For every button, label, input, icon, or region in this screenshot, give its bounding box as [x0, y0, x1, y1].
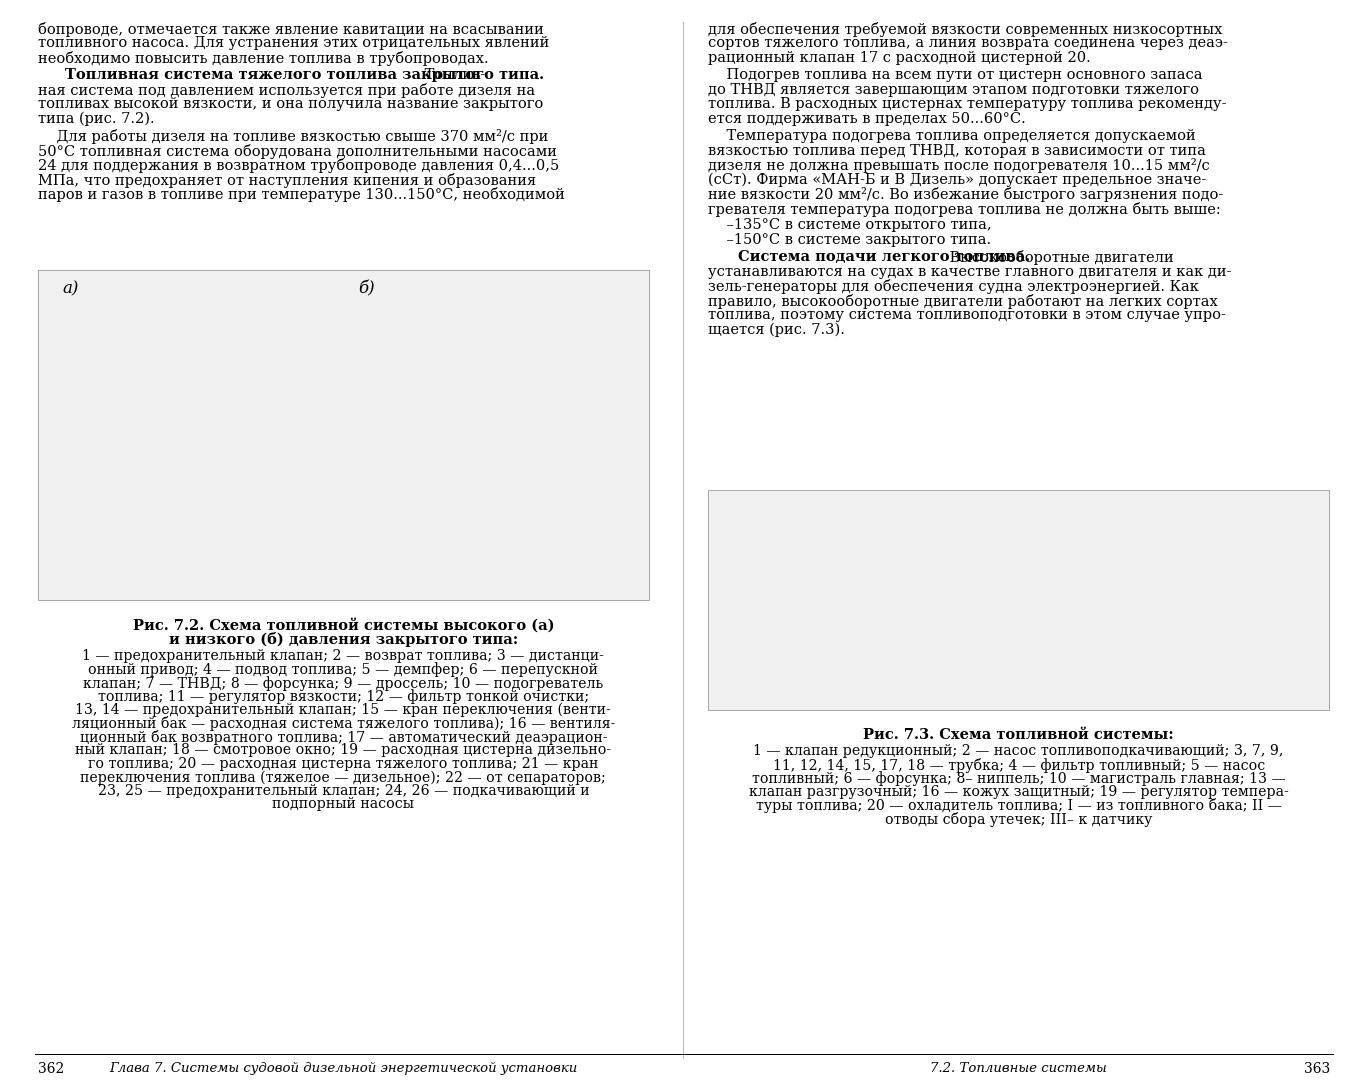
Text: а): а) — [63, 280, 78, 297]
Text: го топлива; 20 — расходная цистерна тяжелого топлива; 21 — кран: го топлива; 20 — расходная цистерна тяже… — [88, 757, 599, 771]
Text: 363: 363 — [1304, 1062, 1330, 1076]
Bar — [38, 270, 648, 599]
Text: топливный; 6 — форсунка; 8– ниппель; 10 — магистраль главная; 13 —: топливный; 6 — форсунка; 8– ниппель; 10 … — [751, 771, 1286, 786]
Text: правило, высокооборотные двигатели работают на легких сортах: правило, высокооборотные двигатели работ… — [709, 294, 1217, 309]
Text: –135°С в системе открытого типа,: –135°С в системе открытого типа, — [709, 218, 991, 232]
Text: ционный бак возвратного топлива; 17 — автоматический деаэрацион-: ционный бак возвратного топлива; 17 — ав… — [80, 730, 607, 745]
Text: 1 — клапан редукционный; 2 — насос топливоподкачивающий; 3, 7, 9,: 1 — клапан редукционный; 2 — насос топли… — [754, 744, 1283, 758]
Text: туры топлива; 20 — охладитель топлива; I — из топливного бака; II —: туры топлива; 20 — охладитель топлива; I… — [755, 798, 1282, 813]
Text: 1 — предохранительный клапан; 2 — возврат топлива; 3 — дистанци-: 1 — предохранительный клапан; 2 — возвра… — [82, 649, 605, 663]
Text: 7.2. Топливные системы: 7.2. Топливные системы — [931, 1062, 1106, 1075]
Text: Подогрев топлива на всем пути от цистерн основного запаса: Подогрев топлива на всем пути от цистерн… — [709, 68, 1202, 82]
Text: 50°С топливная система оборудована дополнительными насосами: 50°С топливная система оборудована допол… — [38, 144, 557, 159]
Text: бопроводе, отмечается также явление кавитации на всасывании: бопроводе, отмечается также явление кави… — [38, 22, 544, 37]
Text: подпорный насосы: подпорный насосы — [273, 797, 414, 811]
Text: необходимо повысить давление топлива в трубопроводах.: необходимо повысить давление топлива в т… — [38, 51, 488, 66]
Text: 24 для поддержания в возвратном трубопроводе давления 0,4...0,5: 24 для поддержания в возвратном трубопро… — [38, 159, 559, 174]
Text: Температура подогрева топлива определяется допускаемой: Температура подогрева топлива определяет… — [709, 130, 1196, 144]
Text: до ТНВД является завершающим этапом подготовки тяжелого: до ТНВД является завершающим этапом подг… — [709, 83, 1200, 97]
Text: топливах высокой вязкости, и она получила название закрытого: топливах высокой вязкости, и она получил… — [38, 97, 543, 111]
Bar — [709, 490, 1330, 710]
Text: ние вязкости 20 мм²/с. Во избежание быстрого загрязнения подо-: ние вязкости 20 мм²/с. Во избежание быст… — [709, 188, 1223, 202]
Text: клапан; 7 — ТНВД; 8 — форсунка; 9 — дроссель; 10 — подогреватель: клапан; 7 — ТНВД; 8 — форсунка; 9 — дрос… — [84, 676, 603, 691]
Text: и низкого (б) давления закрытого типа:: и низкого (б) давления закрытого типа: — [169, 633, 518, 647]
Text: для обеспечения требуемой вязкости современных низкосортных: для обеспечения требуемой вязкости совре… — [709, 22, 1223, 37]
Text: устанавливаются на судах в качестве главного двигателя и как ди-: устанавливаются на судах в качестве глав… — [709, 265, 1231, 279]
Text: топлива. В расходных цистернах температуру топлива рекоменду-: топлива. В расходных цистернах температу… — [709, 97, 1227, 111]
Text: –150°С в системе закрытого типа.: –150°С в системе закрытого типа. — [709, 233, 991, 247]
Text: топливного насоса. Для устранения этих отрицательных явлений: топливного насоса. Для устранения этих о… — [38, 37, 550, 51]
Text: ляционный бак — расходная система тяжелого топлива); 16 — вентиля-: ляционный бак — расходная система тяжело… — [71, 716, 616, 731]
Text: (сСт). Фирма «МАН-Б и В Дизель» допускает предельное значе-: (сСт). Фирма «МАН-Б и В Дизель» допускае… — [709, 173, 1206, 187]
Text: Топлив-: Топлив- — [421, 68, 485, 82]
Text: щается (рис. 7.3).: щается (рис. 7.3). — [709, 323, 845, 337]
Text: переключения топлива (тяжелое — дизельное); 22 — от сепараторов;: переключения топлива (тяжелое — дизельно… — [81, 770, 606, 785]
Text: 23, 25 — предохранительный клапан; 24, 26 — подкачивающий и: 23, 25 — предохранительный клапан; 24, 2… — [97, 784, 590, 798]
Text: Глава 7. Системы судовой дизельной энергетической установки: Глава 7. Системы судовой дизельной энерг… — [110, 1062, 577, 1075]
Text: ная система под давлением используется при работе дизеля на: ная система под давлением используется п… — [38, 83, 535, 98]
Text: гревателя температура подогрева топлива не должна быть выше:: гревателя температура подогрева топлива … — [709, 202, 1222, 217]
Text: рационный клапан 17 с расходной цистерной 20.: рационный клапан 17 с расходной цистерно… — [709, 51, 1091, 65]
Text: б): б) — [358, 280, 374, 297]
Text: сортов тяжелого топлива, а линия возврата соединена через деаэ-: сортов тяжелого топлива, а линия возврат… — [709, 37, 1228, 51]
Text: дизеля не должна превышать после подогревателя 10...15 мм²/с: дизеля не должна превышать после подогре… — [709, 159, 1209, 174]
Text: зель-генераторы для обеспечения судна электроэнергией. Как: зель-генераторы для обеспечения судна эл… — [709, 280, 1200, 295]
Text: топлива, поэтому система топливоподготовки в этом случае упро-: топлива, поэтому система топливоподготов… — [709, 309, 1226, 323]
Text: отводы сбора утечек; III– к датчику: отводы сбора утечек; III– к датчику — [886, 812, 1153, 827]
Text: МПа, что предохраняет от наступления кипения и образования: МПа, что предохраняет от наступления кип… — [38, 173, 536, 188]
Text: топлива; 11 — регулятор вязкости; 12 — фильтр тонкой очистки;: топлива; 11 — регулятор вязкости; 12 — ф… — [97, 689, 590, 704]
Text: 13, 14 — предохранительный клапан; 15 — кран переключения (венти-: 13, 14 — предохранительный клапан; 15 — … — [75, 703, 611, 717]
Text: онный привод; 4 — подвод топлива; 5 — демпфер; 6 — перепускной: онный привод; 4 — подвод топлива; 5 — де… — [88, 662, 598, 677]
Text: ный клапан; 18 — смотровое окно; 19 — расходная цистерна дизельно-: ный клапан; 18 — смотровое окно; 19 — ра… — [75, 743, 611, 757]
Text: 362: 362 — [38, 1062, 64, 1076]
Text: Рис. 7.2. Схема топливной системы высокого (а): Рис. 7.2. Схема топливной системы высоко… — [133, 618, 554, 633]
Text: Система подачи легкого топлива.: Система подачи легкого топлива. — [738, 251, 1030, 265]
Text: Топливная система тяжелого топлива закрытого типа.: Топливная система тяжелого топлива закры… — [66, 68, 544, 82]
Text: вязкостью топлива перед ТНВД, которая в зависимости от типа: вязкостью топлива перед ТНВД, которая в … — [709, 144, 1206, 158]
Text: типа (рис. 7.2).: типа (рис. 7.2). — [38, 112, 155, 126]
Text: 11, 12, 14, 15, 17, 18 — трубка; 4 — фильтр топливный; 5 — насос: 11, 12, 14, 15, 17, 18 — трубка; 4 — фил… — [772, 758, 1265, 773]
Text: Рис. 7.3. Схема топливной системы:: Рис. 7.3. Схема топливной системы: — [864, 728, 1174, 742]
Text: паров и газов в топливе при температуре 130...150°С, необходимой: паров и газов в топливе при температуре … — [38, 188, 565, 202]
Text: клапан разгрузочный; 16 — кожух защитный; 19 — регулятор темпера-: клапан разгрузочный; 16 — кожух защитный… — [749, 785, 1289, 799]
Text: Высокооборотные двигатели: Высокооборотные двигатели — [945, 251, 1174, 266]
Text: ется поддерживать в пределах 50...60°С.: ется поддерживать в пределах 50...60°С. — [709, 112, 1026, 126]
Text: Для работы дизеля на топливе вязкостью свыше 370 мм²/с при: Для работы дизеля на топливе вязкостью с… — [38, 130, 548, 145]
